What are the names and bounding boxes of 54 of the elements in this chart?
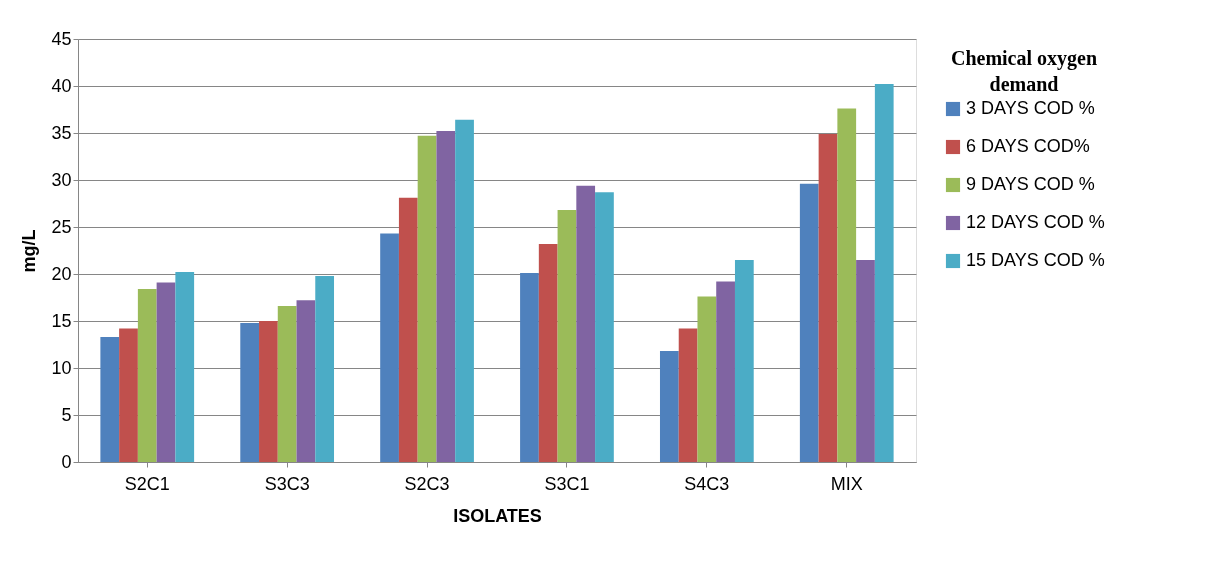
- bar: [175, 272, 195, 462]
- bar: [716, 281, 735, 462]
- bar: [277, 305, 297, 462]
- legend-label: 9 DAYS COD %: [966, 174, 1095, 194]
- bar: [100, 336, 120, 462]
- bar: [315, 275, 335, 462]
- x-tick-label: S2C3: [404, 473, 450, 494]
- x-tick-label: MIX: [830, 473, 863, 494]
- bar: [259, 321, 278, 462]
- x-axis-title: ISOLATES: [453, 505, 542, 526]
- legend-label: 15 DAYS COD %: [966, 250, 1105, 270]
- bar: [296, 300, 316, 462]
- x-tick-label: S2C1: [124, 473, 170, 494]
- bar: [380, 233, 399, 462]
- bar: [398, 197, 418, 462]
- y-tick-label: 15: [51, 310, 72, 331]
- y-tick-label: 10: [51, 357, 72, 378]
- bar: [837, 108, 857, 462]
- bar: [557, 210, 577, 462]
- x-tick-label: S3C1: [544, 473, 590, 494]
- x-tick-label: S3C3: [264, 473, 310, 494]
- bar: [734, 259, 754, 462]
- bar: [538, 243, 558, 462]
- bar: [137, 289, 157, 462]
- bar: [156, 282, 176, 462]
- bar: [595, 192, 614, 462]
- bar: [119, 328, 138, 462]
- bar: [455, 119, 474, 462]
- y-tick-label: 5: [61, 404, 72, 425]
- bar: [856, 259, 875, 462]
- legend-label: 3 DAYS COD %: [966, 98, 1095, 118]
- bar: [659, 351, 679, 462]
- y-tick-label: 30: [51, 169, 72, 190]
- x-tick-label: S4C3: [684, 473, 730, 494]
- bar: [576, 185, 596, 462]
- y-tick-label: 0: [61, 451, 72, 472]
- legend-label: 6 DAYS COD%: [966, 136, 1090, 156]
- bar: [818, 133, 838, 462]
- bar: [417, 135, 437, 462]
- y-tick-label: 45: [51, 28, 72, 49]
- y-axis-title: mg/L: [19, 229, 40, 273]
- legend-title: Chemical oxygen demand: [950, 47, 1098, 95]
- y-tick-label: 25: [51, 216, 72, 237]
- bar: [436, 131, 456, 462]
- y-tick-label: 35: [51, 122, 72, 143]
- legend-label: 12 DAYS COD %: [966, 212, 1105, 232]
- bar: [678, 328, 698, 462]
- bar: [874, 84, 894, 462]
- bar: [799, 183, 819, 462]
- y-tick-label: 40: [51, 75, 72, 96]
- y-tick-label: 20: [51, 263, 72, 284]
- bar: [697, 296, 717, 462]
- bar: [240, 322, 260, 462]
- bar: [520, 273, 539, 462]
